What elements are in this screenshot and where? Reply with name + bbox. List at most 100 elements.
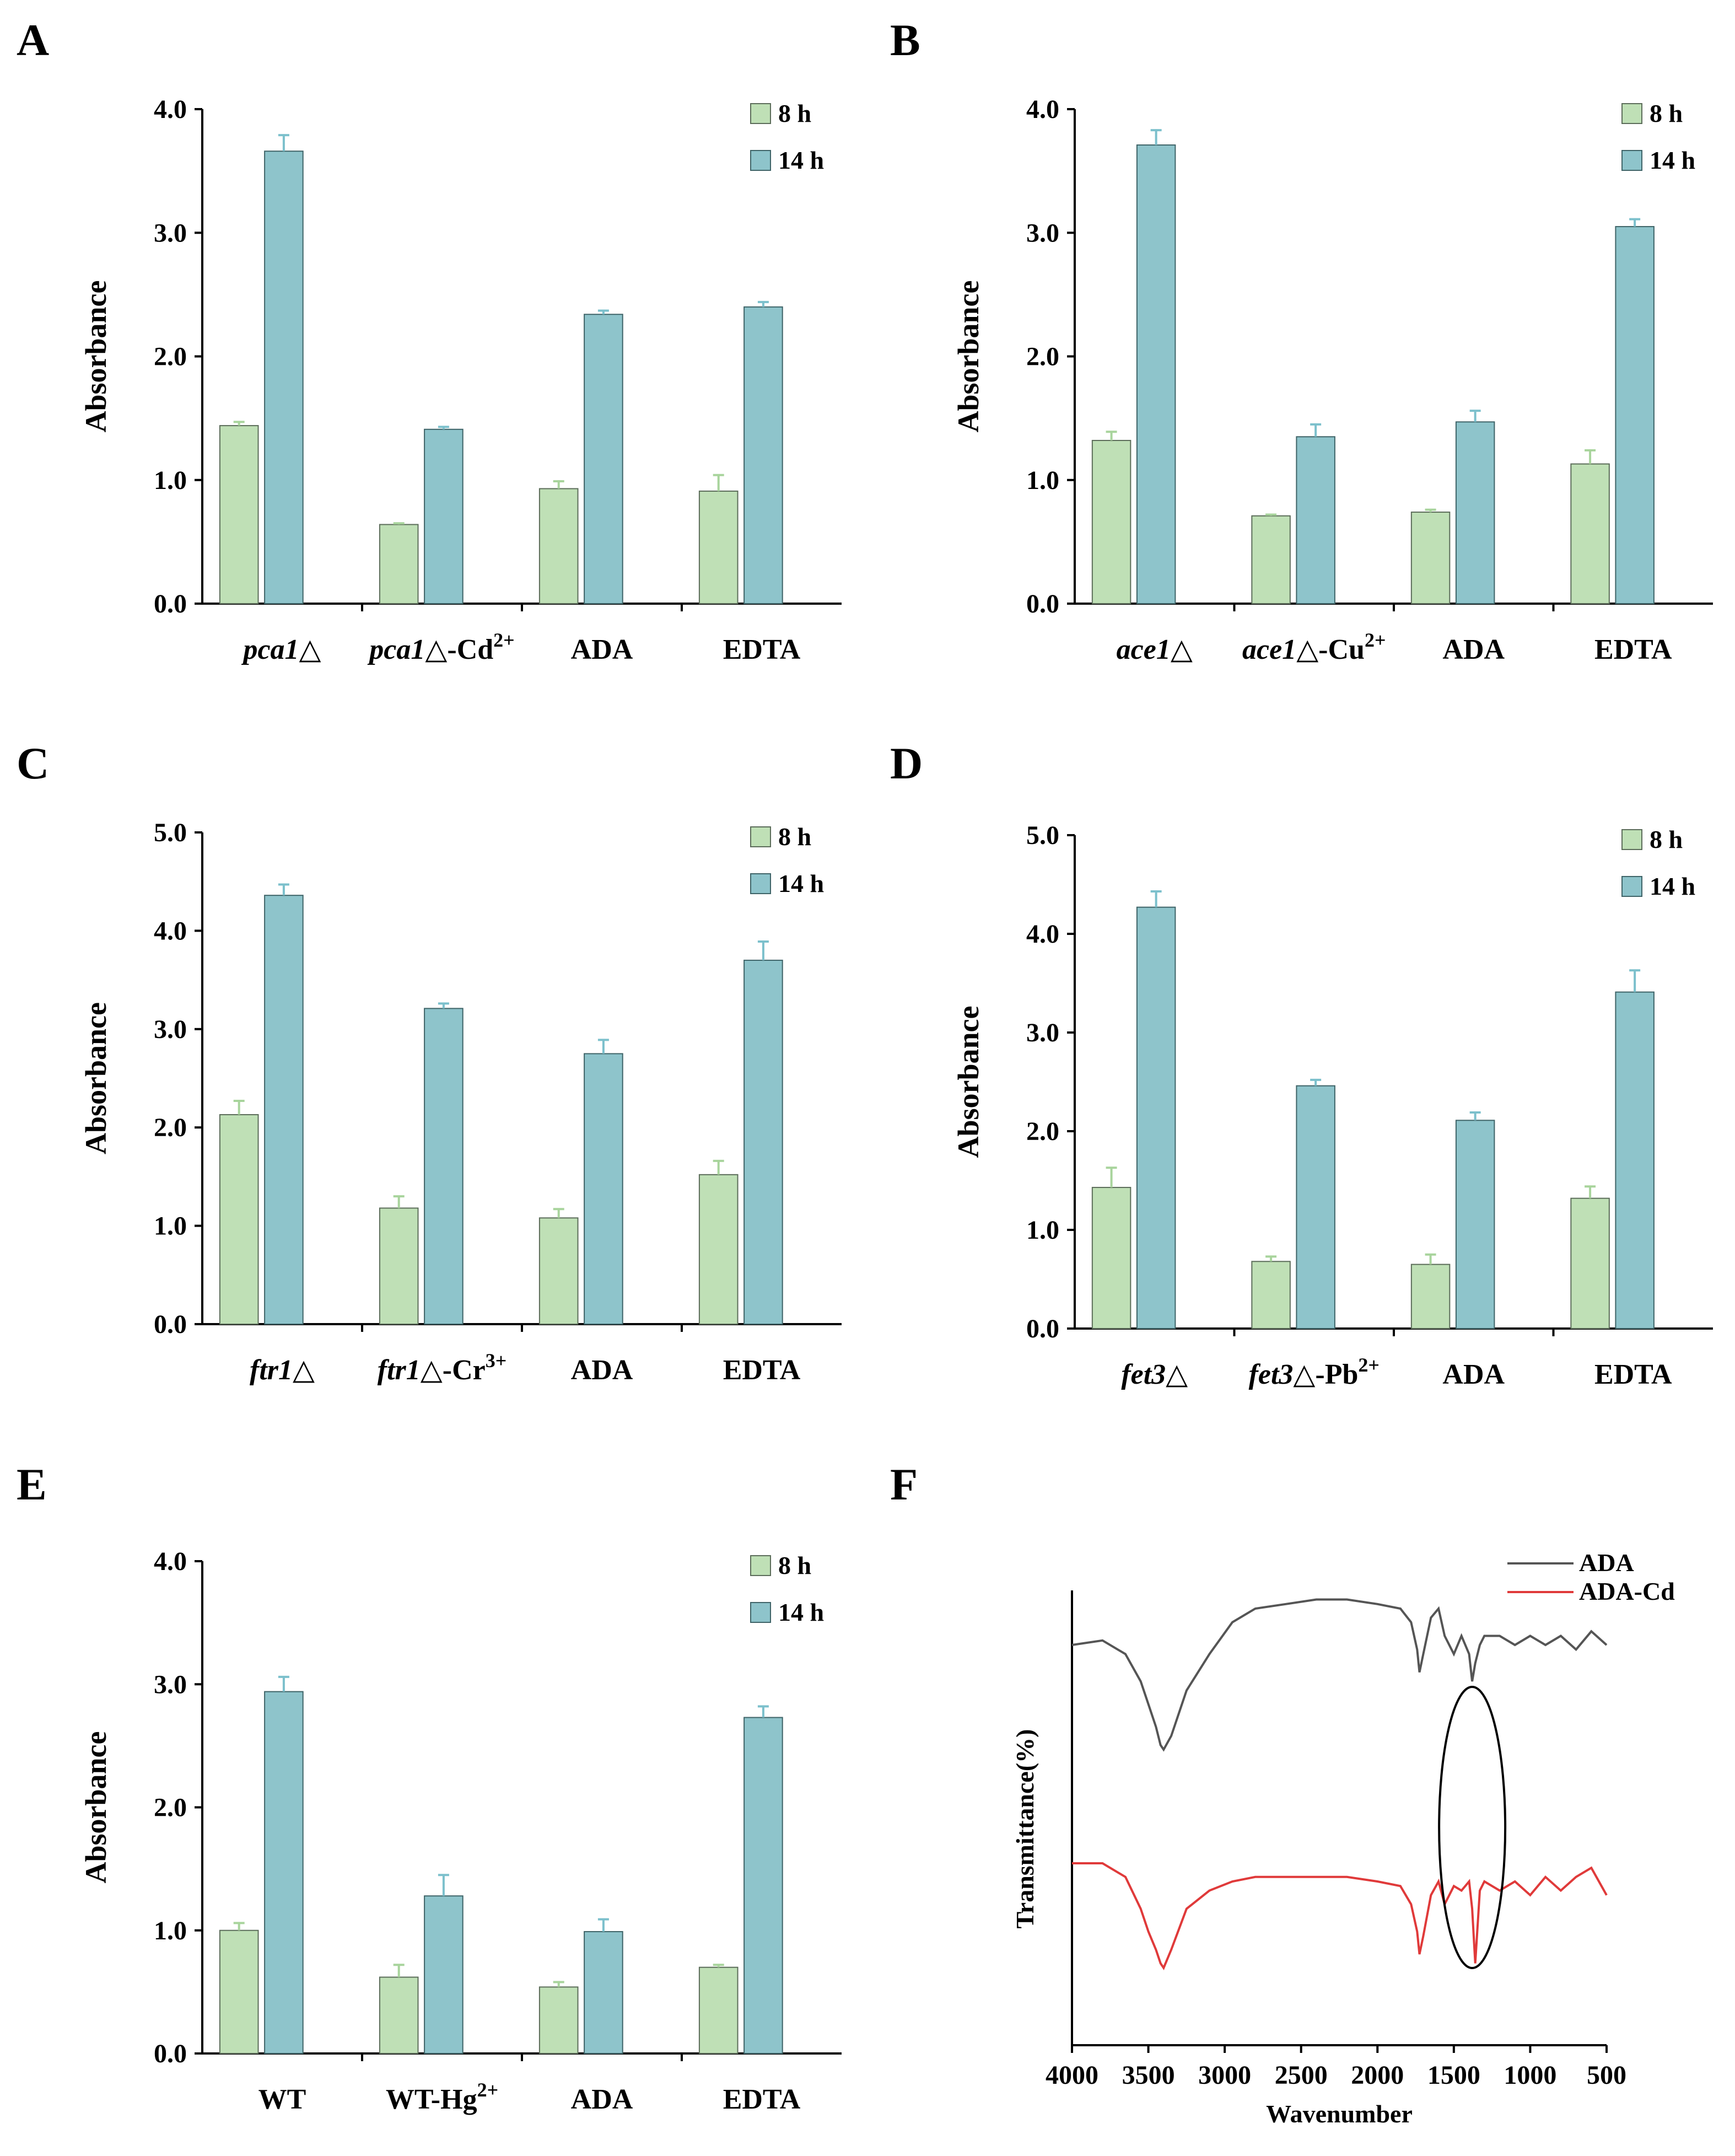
y-tick-label: 0.0 (1026, 1314, 1059, 1343)
bar-14h (264, 895, 304, 1325)
bar-8h (698, 1966, 739, 2055)
series-line-ada-cd (1072, 1862, 1608, 1970)
category-label: ace1△ (1117, 634, 1193, 665)
category-text: EDTA (723, 1354, 801, 1386)
y-axis-label: Absorbance (79, 1731, 112, 1883)
category-text: △-Cu (1296, 634, 1365, 665)
y-tick-label: 4.0 (154, 916, 187, 945)
y-tick-label: 4.0 (154, 95, 187, 124)
category-gene: fet3 (1121, 1359, 1166, 1390)
y-tick-label: 3.0 (154, 1015, 187, 1044)
category-gene: ace1 (1242, 634, 1296, 665)
category-label: fet3△ (1121, 1359, 1188, 1390)
series-line-ada (1071, 1598, 1608, 1752)
y-tick-label: 3.0 (1026, 1018, 1059, 1047)
legend-label: 8 h (1650, 99, 1683, 127)
category-charge: 2+ (477, 2079, 499, 2101)
category-gene: pca1 (241, 634, 299, 665)
legend-swatch (750, 1555, 771, 1576)
bar-8h (1091, 1187, 1131, 1330)
y-tick-label: 2.0 (1026, 1117, 1059, 1146)
bar-14h (424, 1895, 464, 2054)
panel-letter: D (890, 738, 923, 788)
x-axis-label: Wavenumber (1266, 2100, 1413, 2128)
category-gene: ftr1 (250, 1354, 293, 1386)
category-text: △ (1166, 1359, 1188, 1390)
y-axis-label: Absorbance (79, 1002, 112, 1154)
bar-14h (424, 1008, 464, 1325)
bar-14h (264, 150, 304, 604)
bar-14h (264, 1691, 304, 2054)
legend-label: 8 h (1650, 825, 1683, 853)
category-label: EDTA (723, 634, 801, 665)
bar-8h (1251, 515, 1291, 604)
category-label: ace1△-Cu2+ (1242, 629, 1386, 665)
legend-label: 8 h (778, 822, 811, 851)
category-label: ADA (1442, 634, 1505, 665)
legend-label: 14 h (778, 1598, 824, 1626)
category-charge: 2+ (493, 629, 515, 651)
y-tick-label: 1.0 (154, 466, 187, 495)
bar-8h (219, 425, 259, 605)
bar-14h (743, 1717, 783, 2055)
bar-8h (698, 1174, 739, 1325)
legend-swatch (750, 150, 771, 171)
y-tick-label: 1.0 (154, 1916, 187, 1945)
bar-8h (538, 1217, 579, 1325)
bar-8h (538, 488, 579, 605)
y-tick-label: 2.0 (154, 1113, 187, 1142)
y-axis-label: Absorbance (952, 280, 985, 432)
legend-label: 8 h (778, 99, 811, 127)
bar-8h (379, 1976, 419, 2054)
y-tick-label: 0.0 (154, 1310, 187, 1339)
peak-highlight-ellipse (1438, 1686, 1507, 1969)
bar-14h (1615, 226, 1655, 605)
bar-14h (1615, 991, 1655, 1329)
category-text: EDTA (723, 2084, 801, 2115)
bar-8h (219, 1929, 259, 2054)
y-tick-label: 2.0 (154, 1793, 187, 1822)
x-tick-label: 2000 (1351, 2061, 1404, 2090)
y-tick-label: 0.0 (154, 589, 187, 619)
category-label: ADA (571, 1354, 633, 1386)
y-tick-label: 5.0 (154, 818, 187, 847)
category-text: △-Cr (421, 1354, 486, 1386)
bar-8h (1570, 463, 1610, 604)
category-label: WT (258, 2084, 306, 2115)
category-charge: 3+ (486, 1349, 507, 1372)
x-tick-label: 4000 (1046, 2061, 1098, 2090)
x-tick-label: 1500 (1427, 2061, 1480, 2090)
panel-f: F 4000 3500 3000 2500 2000 1500 1000 500 Wavenumb… (890, 1459, 1675, 2128)
y-axis-label: Absorbance (952, 1006, 985, 1158)
y-tick-label: 1.0 (154, 1212, 187, 1241)
category-label: WT-Hg2+ (386, 2079, 498, 2115)
bar-14h (584, 1053, 623, 1325)
category-text: △ (293, 1354, 315, 1386)
category-text: EDTA (1594, 1359, 1672, 1390)
x-tick-label: 3000 (1198, 2061, 1251, 2090)
bar-14h (1455, 1120, 1495, 1330)
y-tick-label: 0.0 (1026, 589, 1059, 619)
bar-8h (379, 524, 419, 604)
y-tick-label: 4.0 (154, 1547, 187, 1576)
category-label: pca1△ (241, 634, 321, 665)
x-tick-label: 500 (1587, 2061, 1626, 2090)
category-text: ADA (571, 1354, 633, 1386)
bar-8h (1570, 1197, 1610, 1329)
bar-8h (1091, 439, 1131, 604)
y-axis-label: Transmittance(%) (1011, 1729, 1039, 1929)
category-label: EDTA (723, 2084, 801, 2115)
legend-swatch (750, 873, 771, 894)
legend-swatch (1621, 829, 1642, 850)
bar-14h (743, 959, 783, 1325)
legend-label: ADA (1579, 1549, 1634, 1577)
legend-label: ADA-Cd (1579, 1577, 1675, 1605)
y-tick-label: 4.0 (1026, 920, 1059, 949)
category-text: △-Pb (1293, 1359, 1358, 1390)
panel-letter: E (17, 1459, 47, 1509)
y-tick-label: 3.0 (1026, 218, 1059, 248)
category-gene: ftr1 (378, 1354, 421, 1386)
category-label: ftr1△ (250, 1354, 315, 1386)
category-label: EDTA (1594, 1359, 1672, 1390)
